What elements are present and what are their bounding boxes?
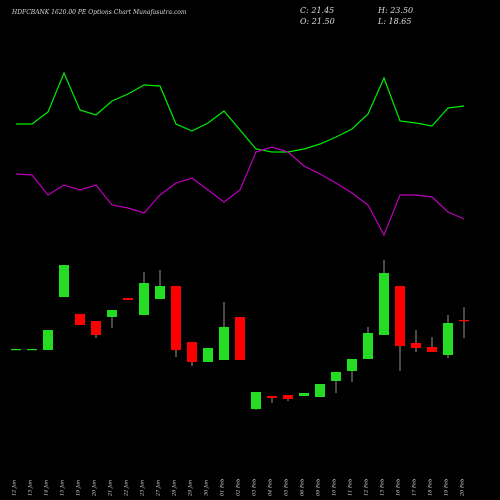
x-tick-label: 06 Feb (300, 479, 306, 496)
candle-body (267, 395, 277, 399)
candle-body (347, 358, 357, 372)
x-tick-label: 13 Feb (380, 479, 386, 496)
candle-body (91, 321, 101, 335)
candle-body (123, 297, 133, 300)
candle-body (411, 342, 421, 348)
chart-title: HDFCBANK 1620.00 PE Options Chart Munafa… (11, 9, 187, 16)
x-tick-label: 11 Feb (348, 479, 354, 496)
x-tick-label: 20 Feb (460, 479, 466, 497)
candle-body (315, 384, 325, 397)
candle-body (363, 332, 373, 359)
candle-body (331, 371, 341, 381)
candle-body (139, 283, 149, 316)
candle-body (219, 326, 229, 360)
x-tick-label: 29 Jan (188, 480, 194, 497)
candle-body (299, 393, 309, 396)
x-tick-label: 28 Jan (172, 480, 178, 497)
indicator-line (15, 146, 465, 237)
x-tick-label: 02 Feb (236, 479, 242, 496)
candle-body (251, 392, 261, 410)
candle-body (11, 348, 21, 351)
x-tick-label: 12 Feb (364, 479, 370, 496)
candle-body (427, 347, 437, 352)
candle-body (379, 273, 389, 335)
candle-body (187, 342, 197, 362)
x-tick-label: 01 Feb (220, 479, 226, 496)
x-tick-label: 03 Feb (252, 479, 258, 496)
candle-body (235, 316, 245, 360)
x-tick-label: 30 Jan (204, 480, 210, 496)
x-tick-label: 17 Feb (412, 479, 418, 496)
candle-body (59, 265, 69, 298)
x-tick-label: 19 Feb (444, 479, 450, 496)
candle-body (395, 286, 405, 346)
info-close: C: 21.45 (300, 6, 334, 15)
info-open: O: 21.50 (300, 17, 335, 26)
x-tick-label: 22 Jan (124, 480, 130, 497)
candle-body (171, 286, 181, 351)
candle-body (75, 313, 85, 325)
x-tick-label: 15 Jan (60, 480, 66, 496)
x-tick-label: 04 Feb (268, 479, 274, 496)
x-tick-label: 21 Jan (108, 480, 114, 497)
x-tick-label: 09 Feb (316, 479, 322, 496)
x-tick-label: 20 Jan (92, 480, 98, 497)
candle-body (43, 329, 53, 351)
candle-body (443, 323, 453, 356)
x-tick-label: 16 Feb (396, 479, 402, 496)
candle-body (203, 347, 213, 362)
candle-body (107, 310, 117, 317)
candle-body (459, 320, 469, 322)
x-tick-label: 10 Feb (332, 479, 338, 496)
candle-body (155, 286, 165, 300)
info-high: H: 23.50 (377, 6, 413, 15)
x-tick-label: 23 Jan (140, 480, 146, 497)
x-tick-label: 05 Feb (284, 479, 290, 496)
candle-body (27, 348, 37, 351)
info-low: L: 18.65 (377, 17, 411, 26)
x-tick-label: 19 Jan (76, 480, 82, 496)
x-tick-label: 27 Jan (156, 480, 162, 497)
x-tick-label: 12 Jan (12, 480, 18, 496)
x-tick-label: 14 Jan (44, 480, 50, 496)
x-tick-label: 13 Jan (28, 480, 34, 496)
indicator-line (16, 71, 465, 153)
x-tick-label: 18 Feb (428, 479, 434, 496)
candle-body (283, 395, 293, 399)
